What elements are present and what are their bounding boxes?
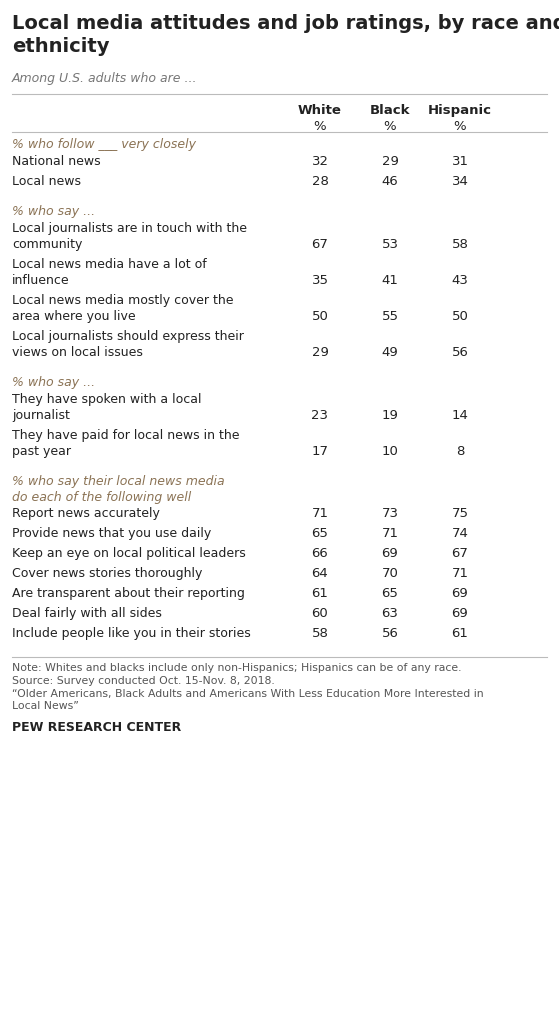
Text: 56: 56 [452, 346, 468, 359]
Text: 50: 50 [452, 310, 468, 323]
Text: 60: 60 [311, 607, 328, 620]
Text: 69: 69 [452, 587, 468, 600]
Text: 64: 64 [311, 567, 328, 580]
Text: 71: 71 [311, 507, 329, 520]
Text: 17: 17 [311, 445, 329, 458]
Text: % who say ...: % who say ... [12, 205, 95, 218]
Text: PEW RESEARCH CENTER: PEW RESEARCH CENTER [12, 721, 181, 734]
Text: 58: 58 [311, 627, 329, 640]
Text: % who say their local news media
do each of the following well: % who say their local news media do each… [12, 475, 225, 504]
Text: Note: Whites and blacks include only non-Hispanics; Hispanics can be of any race: Note: Whites and blacks include only non… [12, 663, 484, 712]
Text: 46: 46 [382, 175, 399, 188]
Text: Are transparent about their reporting: Are transparent about their reporting [12, 587, 245, 600]
Text: National news: National news [12, 155, 101, 168]
Text: Local news media have a lot of
influence: Local news media have a lot of influence [12, 258, 207, 287]
Text: 58: 58 [452, 238, 468, 251]
Text: 55: 55 [381, 310, 399, 323]
Text: 65: 65 [382, 587, 399, 600]
Text: 53: 53 [381, 238, 399, 251]
Text: Local journalists are in touch with the
community: Local journalists are in touch with the … [12, 222, 247, 251]
Text: Among U.S. adults who are ...: Among U.S. adults who are ... [12, 72, 197, 85]
Text: 69: 69 [452, 607, 468, 620]
Text: 10: 10 [382, 445, 399, 458]
Text: Local news: Local news [12, 175, 81, 188]
Text: Cover news stories thoroughly: Cover news stories thoroughly [12, 567, 202, 580]
Text: %: % [314, 120, 326, 133]
Text: 63: 63 [382, 607, 399, 620]
Text: 61: 61 [311, 587, 329, 600]
Text: 69: 69 [382, 547, 399, 560]
Text: 50: 50 [311, 310, 329, 323]
Text: Report news accurately: Report news accurately [12, 507, 160, 520]
Text: Black: Black [369, 104, 410, 117]
Text: 41: 41 [382, 274, 399, 287]
Text: 56: 56 [382, 627, 399, 640]
Text: Local news media mostly cover the
area where you live: Local news media mostly cover the area w… [12, 294, 234, 323]
Text: 74: 74 [452, 527, 468, 540]
Text: 75: 75 [452, 507, 468, 520]
Text: Deal fairly with all sides: Deal fairly with all sides [12, 607, 162, 620]
Text: White: White [298, 104, 342, 117]
Text: %: % [383, 120, 396, 133]
Text: Include people like you in their stories: Include people like you in their stories [12, 627, 251, 640]
Text: 61: 61 [452, 627, 468, 640]
Text: Hispanic: Hispanic [428, 104, 492, 117]
Text: 35: 35 [311, 274, 329, 287]
Text: %: % [454, 120, 466, 133]
Text: 66: 66 [311, 547, 328, 560]
Text: 29: 29 [311, 346, 329, 359]
Text: 8: 8 [456, 445, 464, 458]
Text: 71: 71 [452, 567, 468, 580]
Text: Local media attitudes and job ratings, by race and
ethnicity: Local media attitudes and job ratings, b… [12, 14, 559, 55]
Text: Keep an eye on local political leaders: Keep an eye on local political leaders [12, 547, 246, 560]
Text: 14: 14 [452, 409, 468, 422]
Text: 67: 67 [452, 547, 468, 560]
Text: They have spoken with a local
journalist: They have spoken with a local journalist [12, 393, 201, 422]
Text: 19: 19 [382, 409, 399, 422]
Text: 65: 65 [311, 527, 329, 540]
Text: 73: 73 [381, 507, 399, 520]
Text: 29: 29 [382, 155, 399, 168]
Text: 31: 31 [452, 155, 468, 168]
Text: 23: 23 [311, 409, 329, 422]
Text: % who say ...: % who say ... [12, 376, 95, 389]
Text: 43: 43 [452, 274, 468, 287]
Text: 28: 28 [311, 175, 329, 188]
Text: Provide news that you use daily: Provide news that you use daily [12, 527, 211, 540]
Text: 49: 49 [382, 346, 399, 359]
Text: Local journalists should express their
views on local issues: Local journalists should express their v… [12, 330, 244, 359]
Text: 71: 71 [381, 527, 399, 540]
Text: 67: 67 [311, 238, 329, 251]
Text: 70: 70 [382, 567, 399, 580]
Text: % who follow ___ very closely: % who follow ___ very closely [12, 138, 196, 151]
Text: 32: 32 [311, 155, 329, 168]
Text: 34: 34 [452, 175, 468, 188]
Text: They have paid for local news in the
past year: They have paid for local news in the pas… [12, 429, 239, 458]
